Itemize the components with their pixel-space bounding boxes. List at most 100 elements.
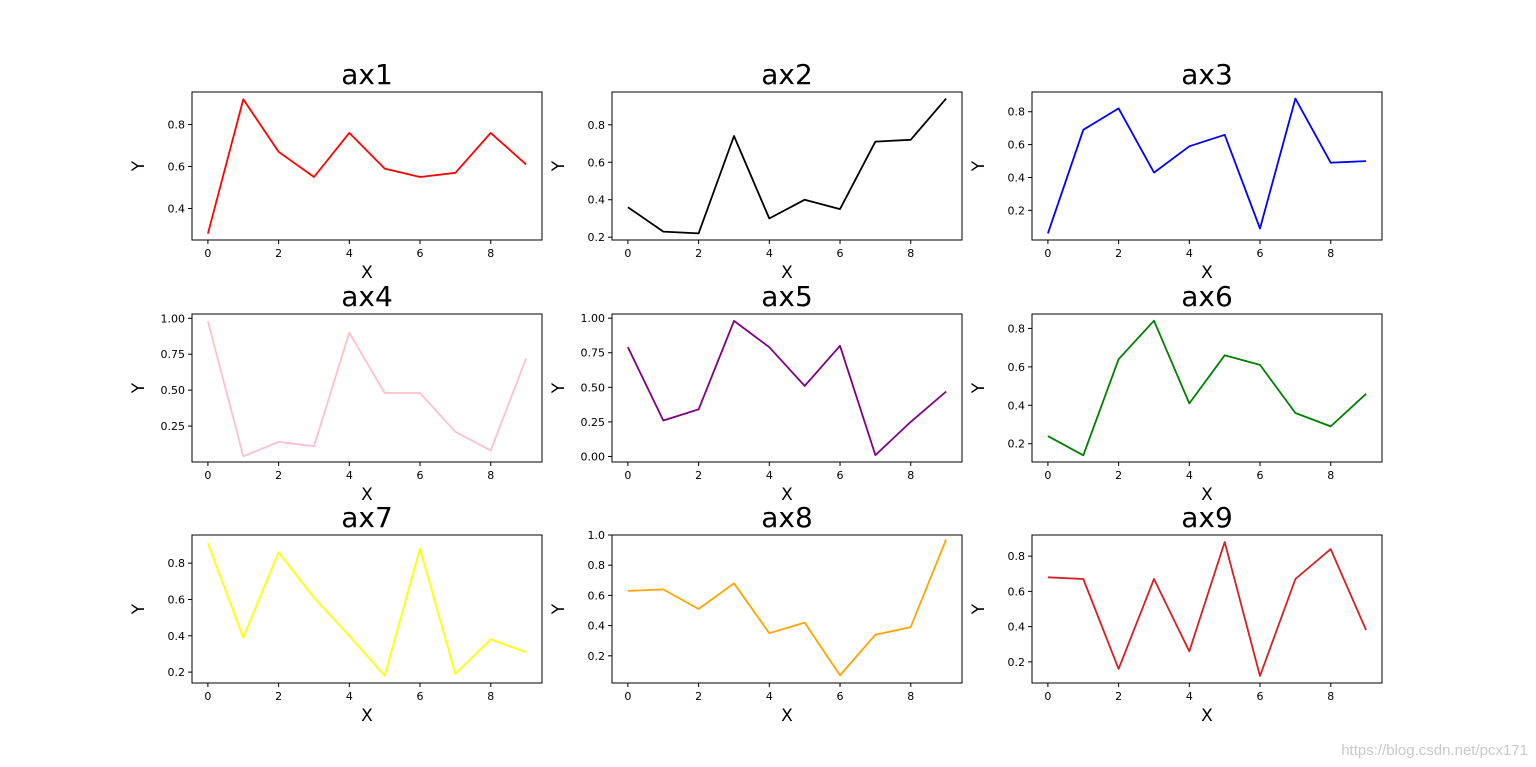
x-tick-label: 2 <box>1115 469 1122 482</box>
series-line <box>207 542 527 677</box>
x-tick-label: 0 <box>624 469 631 482</box>
x-tick-label: 8 <box>1327 247 1334 260</box>
subplot-title: ax7 <box>341 501 393 534</box>
y-tick-label: 0.6 <box>168 161 186 174</box>
y-tick-label: 0.4 <box>1008 621 1026 634</box>
x-tick-label: 4 <box>1186 247 1193 260</box>
y-tick-label: 0.6 <box>1008 585 1026 598</box>
series-line <box>1047 541 1367 677</box>
plot-frame <box>611 534 963 684</box>
subplot-9: ax9 0 2 4 6 8 0.2 0.4 0.6 0.8 X Y <box>969 501 1383 726</box>
x-tick-label: 4 <box>1186 469 1193 482</box>
plot-frame <box>1031 313 1383 463</box>
y-axis-label: Y <box>969 160 989 172</box>
series-line <box>1047 97 1367 234</box>
x-axis-label: X <box>781 706 793 726</box>
y-tick-label: 0.8 <box>168 119 186 132</box>
x-axis-label: X <box>361 706 373 726</box>
series-line <box>627 319 947 457</box>
y-tick-label: 0.8 <box>168 557 186 570</box>
x-tick-label: 4 <box>766 690 773 703</box>
x-tick-label: 4 <box>346 690 353 703</box>
y-tick-label: 0.4 <box>1008 399 1026 412</box>
subplot-title: ax4 <box>341 280 393 313</box>
subplot-title: ax8 <box>761 501 813 534</box>
x-tick-label: 0 <box>204 690 211 703</box>
y-tick-label: 0.8 <box>588 559 606 572</box>
x-tick-label: 4 <box>766 469 773 482</box>
y-tick-label: 0.4 <box>168 630 186 643</box>
x-tick-label: 6 <box>1257 690 1264 703</box>
y-tick-label: 1.0 <box>588 529 606 542</box>
y-tick-label: 0.2 <box>1008 438 1026 451</box>
series-line <box>627 98 947 235</box>
plot-frame <box>191 91 543 241</box>
x-tick-label: 6 <box>1257 469 1264 482</box>
y-tick-label: 0.8 <box>1008 106 1026 119</box>
y-axis-label: Y <box>969 603 989 615</box>
y-tick-label: 0.4 <box>588 620 606 633</box>
x-tick-label: 4 <box>346 247 353 260</box>
y-tick-label: 1.00 <box>161 312 186 325</box>
subplot-title: ax1 <box>341 58 393 91</box>
subplot-7: ax7 0 2 4 6 8 0.2 0.4 0.6 0.8 X Y <box>129 501 543 726</box>
x-tick-label: 0 <box>204 469 211 482</box>
x-tick-label: 0 <box>1044 690 1051 703</box>
x-axis-label: X <box>361 485 373 505</box>
y-axis-label: Y <box>549 603 569 615</box>
y-tick-label: 0.50 <box>161 384 186 397</box>
y-tick-label: 0.50 <box>581 381 606 394</box>
y-tick-label: 0.2 <box>1008 656 1026 669</box>
y-tick-label: 0.2 <box>1008 204 1026 217</box>
x-tick-label: 2 <box>695 247 702 260</box>
x-tick-label: 8 <box>487 690 494 703</box>
x-axis-label: X <box>781 485 793 505</box>
y-tick-label: 0.6 <box>1008 361 1026 374</box>
x-tick-label: 8 <box>907 247 914 260</box>
plot-frame <box>611 313 963 463</box>
plot-frame <box>191 313 543 463</box>
x-tick-label: 0 <box>1044 247 1051 260</box>
x-axis-label: X <box>1201 706 1213 726</box>
x-tick-label: 4 <box>1186 690 1193 703</box>
subplot-4: ax4 0 2 4 6 8 0.25 0.50 0.75 1.00 X Y <box>129 280 543 505</box>
series-line <box>627 539 947 677</box>
x-tick-label: 2 <box>1115 247 1122 260</box>
subplot-1: ax1 0 2 4 6 8 0.4 0.6 0.8 X Y <box>129 58 543 283</box>
plot-frame <box>1031 534 1383 684</box>
plot-frame <box>1031 91 1383 241</box>
x-axis-label: X <box>1201 485 1213 505</box>
y-tick-label: 0.8 <box>1008 550 1026 563</box>
subplot-3: ax3 0 2 4 6 8 0.2 0.4 0.6 0.8 X Y <box>969 58 1383 283</box>
x-axis-label: X <box>1201 263 1213 283</box>
x-tick-label: 8 <box>487 469 494 482</box>
x-tick-label: 2 <box>1115 690 1122 703</box>
subplot-6: ax6 0 2 4 6 8 0.2 0.4 0.6 0.8 X Y <box>969 280 1383 505</box>
x-axis-label: X <box>361 263 373 283</box>
plot-frame <box>611 91 963 241</box>
x-tick-label: 8 <box>907 690 914 703</box>
subplot-title: ax6 <box>1181 280 1233 313</box>
subplot-5: ax5 0 2 4 6 8 0.00 0.25 0.50 0.75 1.00 X Y <box>549 280 963 505</box>
x-tick-label: 6 <box>837 247 844 260</box>
y-tick-label: 0.25 <box>581 416 606 429</box>
y-tick-label: 0.2 <box>588 650 606 663</box>
y-tick-label: 0.8 <box>1008 322 1026 335</box>
x-tick-label: 4 <box>346 469 353 482</box>
series-line <box>1047 319 1367 457</box>
y-axis-label: Y <box>549 382 569 394</box>
subplot-title: ax5 <box>761 280 813 313</box>
x-tick-label: 6 <box>417 690 424 703</box>
x-tick-label: 8 <box>907 469 914 482</box>
x-tick-label: 6 <box>1257 247 1264 260</box>
y-tick-label: 0.00 <box>581 450 606 463</box>
subplot-title: ax9 <box>1181 501 1233 534</box>
y-tick-label: 0.6 <box>1008 139 1026 152</box>
x-tick-label: 0 <box>1044 469 1051 482</box>
x-tick-label: 2 <box>275 469 282 482</box>
y-axis-label: Y <box>129 603 149 615</box>
x-tick-label: 8 <box>1327 469 1334 482</box>
x-tick-label: 6 <box>417 469 424 482</box>
y-tick-label: 0.4 <box>1008 172 1026 185</box>
x-tick-label: 0 <box>204 247 211 260</box>
